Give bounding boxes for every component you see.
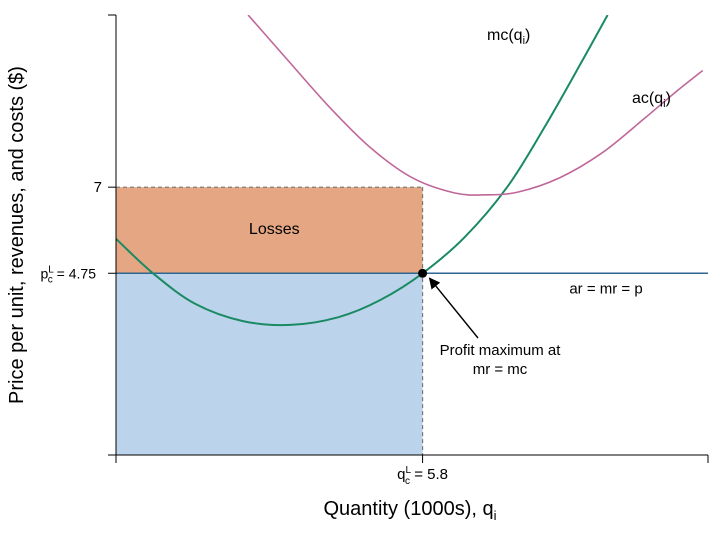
annotation-line-2: mr = mc [473,361,528,378]
ac-curve-label: ac(qi) [632,90,671,110]
losses-region [116,187,423,274]
annotation-arrow [428,277,479,339]
y-axis-title: Price per unit, revenues, and costs ($) [6,66,28,404]
x-tick-label-quantity: qL c = 5.8 [397,465,448,487]
annotation-line-1: Profit maximum at [440,342,562,359]
revenue-region [116,273,423,455]
y-tick-label-7: 7 [94,179,102,196]
x-axis-title: Quantity (1000s), qi [324,498,497,523]
mc-curve-label: mc(qi) [487,27,530,47]
y-tick-label-price: pL c = 4.75 [40,264,96,285]
optimum-point [418,268,428,278]
mc-curve [116,15,609,327]
price-line-label: ar = mr = p [569,280,642,297]
losses-label: Losses [249,221,300,238]
ac-curve [247,15,704,196]
